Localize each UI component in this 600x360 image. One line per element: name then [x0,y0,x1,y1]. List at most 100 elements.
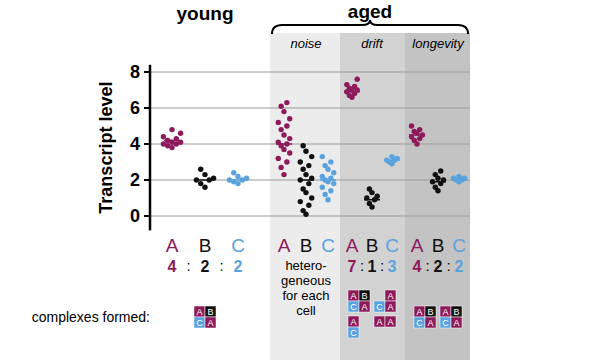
series-label: A [166,235,179,256]
dot [284,159,289,164]
complex-letter: B [207,307,213,317]
ratio-value: 3 [388,258,397,275]
category-label: noise [290,36,321,51]
dot [412,129,417,134]
complex-letter: A [376,317,382,327]
mean-line [430,181,446,183]
series-label: A [346,235,359,256]
dot [298,199,303,204]
series-label: C [231,235,245,256]
complex-cell [205,306,216,317]
complex-letter: C [416,318,423,328]
dot [198,167,203,172]
dot [284,100,289,105]
complex-letter: C [442,318,449,328]
ratio-value: 2 [234,258,243,275]
dot [278,104,283,109]
dot [202,172,207,177]
dot [235,174,240,179]
complex-letter: B [453,307,459,317]
complex-cell [440,317,451,328]
complex-letter: A [442,307,448,317]
dot [433,185,438,190]
ratio-note: for each [283,288,330,303]
tick-label: 4 [130,134,140,154]
dot [287,150,292,155]
dot [456,174,461,179]
mean-line [276,143,292,145]
tick-label: 6 [130,98,140,118]
complex-cell [385,290,396,301]
dot [309,195,314,200]
dot [322,192,327,197]
complex-cell [348,290,359,301]
complex-cell [359,290,370,301]
mean-line [164,140,180,142]
complex-letter: A [387,302,393,312]
complex-cell [425,306,436,317]
dot [303,149,308,154]
dot [278,127,283,132]
dot [355,77,360,82]
complex-letter: A [207,318,213,328]
ratio-value: 4 [168,258,177,275]
y-axis [149,65,152,231]
dot [320,154,325,159]
series-label: B [300,235,313,256]
header: young [177,3,234,24]
ratio-note: cell [296,303,316,318]
dot [331,181,336,186]
dot [276,156,281,161]
dot [306,163,311,168]
tick-label: 0 [130,206,140,226]
mean-line [344,91,360,93]
dot [161,141,166,146]
dot [300,143,305,148]
panel-background [270,33,340,360]
complex-cell [348,301,359,312]
ratio-separator: : [380,257,384,274]
mean-line [197,179,213,181]
complex-letter: C [376,302,383,312]
dot [322,163,327,168]
ratio-separator: : [446,257,450,274]
ratio-separator: : [425,257,429,274]
dot [328,159,333,164]
complex-letter: C [350,328,357,338]
dot [287,136,292,141]
category-label: drift [361,36,384,51]
ratio-value: 1 [368,258,377,275]
axis-title: Transcript level [96,82,116,214]
mean-line [409,134,425,136]
panel-background [340,33,405,360]
complex-cell [348,316,359,327]
ratio-value: 2 [201,258,210,275]
ratio-note: hetero- [285,258,326,273]
complex-cell [440,306,451,317]
grid-line [150,108,470,109]
grid-line [150,144,470,145]
dot [328,188,333,193]
dot [352,84,357,89]
mean-line [451,179,467,181]
dot [331,170,336,175]
series-label: B [366,235,379,256]
complex-letter: A [427,318,433,328]
dot [281,109,286,114]
dot [278,165,283,170]
tick-label: 2 [130,170,140,190]
dot [300,167,305,172]
dot [287,116,292,121]
complex-cell [451,306,462,317]
complex-letter: C [350,302,357,312]
ratio-value: 7 [348,258,357,275]
series-label: C [321,235,335,256]
ratio-note: geneous [281,273,331,288]
complex-letter: A [361,302,367,312]
complex-letter: A [350,317,356,327]
ratio-separator: : [186,257,190,274]
dot [169,127,174,132]
mean-line [230,179,246,181]
dot [303,172,308,177]
complex-cell [414,317,425,328]
